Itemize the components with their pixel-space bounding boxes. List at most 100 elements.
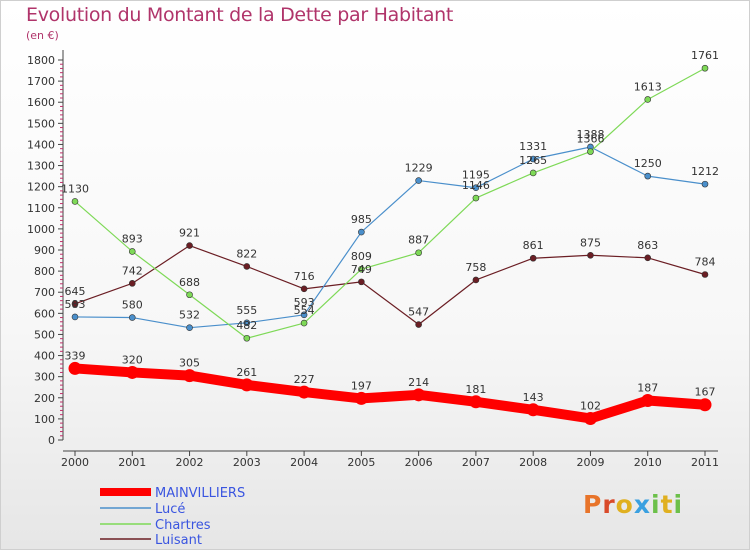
data-point — [186, 324, 193, 331]
data-label: 887 — [408, 234, 429, 247]
logo-letter: i — [673, 490, 684, 519]
data-point — [243, 263, 251, 270]
data-label: 1250 — [634, 157, 662, 170]
data-point — [358, 278, 365, 286]
y-tick-label: 100 — [34, 413, 55, 426]
data-label: 1613 — [634, 80, 662, 93]
data-point — [300, 285, 308, 293]
data-label: 1366 — [576, 133, 604, 146]
y-tick-label: 1700 — [27, 75, 55, 88]
y-tick-label: 800 — [34, 265, 55, 278]
data-label: 580 — [122, 299, 143, 312]
data-point — [701, 180, 709, 188]
data-label: 1388 — [576, 128, 604, 141]
y-tick-label: 0 — [48, 434, 55, 447]
chart-title: Evolution du Montant de la Dette par Hab… — [26, 4, 454, 26]
data-point — [128, 248, 136, 255]
logo-letter: r — [602, 490, 616, 519]
data-label: 320 — [122, 353, 143, 366]
y-tick-label: 500 — [34, 328, 55, 341]
y-tick-label: 1800 — [27, 54, 55, 67]
data-label: 716 — [294, 270, 315, 283]
data-label: 197 — [351, 379, 372, 392]
data-label: 893 — [122, 232, 143, 245]
logo-letter: o — [615, 490, 634, 519]
x-tick-label: 2007 — [462, 456, 490, 469]
y-tick-label: 1300 — [27, 160, 55, 173]
data-label: 742 — [122, 264, 143, 277]
y-tick-label: 1000 — [27, 223, 55, 236]
data-point — [128, 314, 136, 321]
data-label: 985 — [351, 213, 372, 226]
data-point — [472, 276, 480, 284]
data-point — [529, 155, 537, 163]
data-point — [472, 184, 480, 192]
data-label: 1229 — [405, 162, 433, 175]
data-label: 1130 — [61, 182, 89, 195]
data-label: 861 — [523, 239, 544, 252]
data-label: 339 — [65, 349, 86, 362]
y-tick-label: 1500 — [27, 117, 55, 130]
logo-letter: i — [651, 490, 661, 519]
data-label: 555 — [236, 304, 257, 317]
logo-letter: x — [633, 490, 651, 519]
legend-label: MAINVILLIERS — [155, 486, 245, 501]
y-tick-label: 300 — [34, 371, 55, 384]
data-label: 227 — [294, 373, 315, 386]
x-tick-label: 2008 — [519, 456, 547, 469]
chart-subtitle: (en €) — [26, 29, 59, 42]
series-lines — [68, 64, 712, 425]
data-point — [698, 398, 712, 412]
series-line-1 — [74, 146, 706, 329]
data-label: 583 — [65, 298, 86, 311]
axes: 0 100 200 300 400 500 600 700 800 900 1000 1100 1200… — [27, 50, 719, 469]
data-label: 547 — [408, 306, 429, 319]
x-tick-label: 2009 — [576, 456, 604, 469]
data-label: 554 — [294, 304, 315, 317]
x-tick-label: 2001 — [118, 456, 146, 469]
data-point — [186, 242, 193, 249]
data-point — [183, 369, 197, 383]
data-label: 1146 — [462, 179, 490, 192]
data-point — [243, 319, 251, 327]
data-point — [412, 388, 426, 402]
legend-label: Lucé — [155, 502, 185, 517]
data-point — [358, 228, 365, 236]
data-point — [300, 311, 308, 319]
legend-label: Luisant — [155, 533, 202, 548]
data-label: 822 — [236, 247, 257, 260]
data-label: 143 — [523, 391, 544, 404]
y-tick-label: 600 — [34, 307, 55, 320]
data-label: 532 — [179, 309, 200, 322]
data-label: 214 — [408, 376, 429, 389]
data-label: 261 — [236, 366, 257, 379]
data-point — [415, 321, 422, 328]
data-point — [526, 403, 540, 417]
y-tick-label: 1200 — [27, 181, 55, 194]
data-point — [587, 148, 594, 155]
data-point — [71, 300, 79, 308]
data-label: 482 — [236, 319, 257, 332]
data-label: 875 — [580, 236, 601, 249]
y-tick-label: 900 — [34, 244, 55, 257]
data-label: 921 — [179, 227, 200, 240]
data-label: 1761 — [691, 49, 719, 62]
data-point — [644, 96, 652, 103]
data-point — [529, 169, 537, 177]
x-tick-label: 2011 — [691, 456, 719, 469]
x-tick-label: 2005 — [347, 456, 375, 469]
data-label: 749 — [351, 263, 372, 276]
data-point — [701, 64, 709, 72]
data-point — [415, 249, 422, 257]
data-label: 688 — [179, 276, 200, 289]
data-label: 809 — [351, 250, 372, 263]
data-point — [644, 254, 652, 262]
data-labels: 645 742 921 822 716 749 547 758 861 875 863 784 583 5… — [61, 49, 719, 412]
data-point — [644, 172, 652, 180]
series-line-3 — [74, 244, 706, 326]
y-tick-label: 200 — [34, 392, 55, 405]
data-label: 102 — [580, 399, 601, 412]
legend-label: Chartres — [155, 518, 211, 533]
